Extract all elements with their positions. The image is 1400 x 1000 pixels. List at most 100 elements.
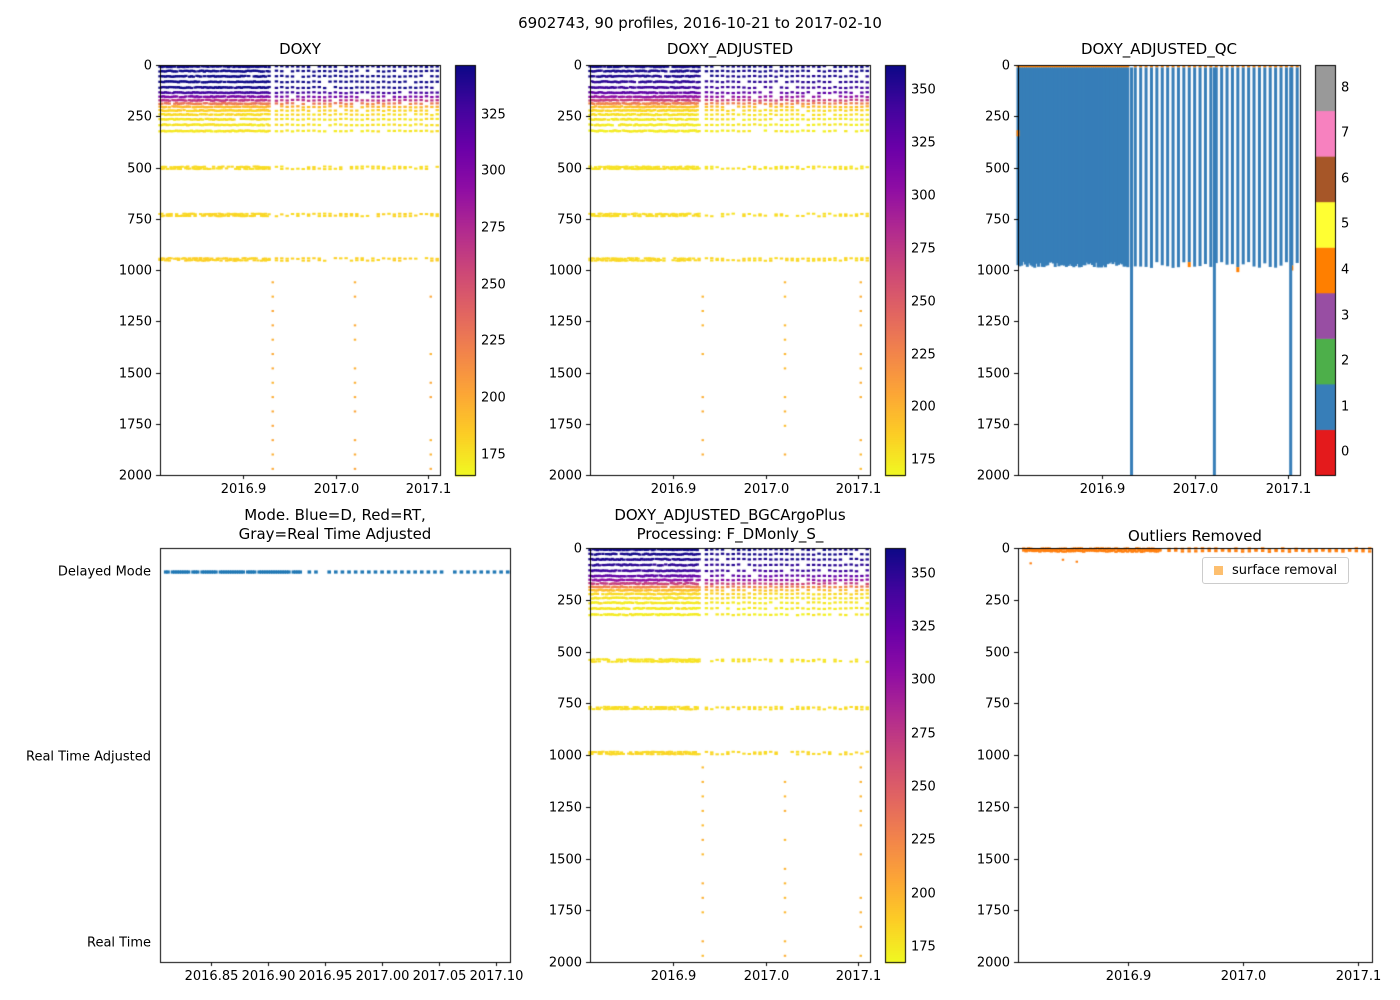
colorbar-tick-label: 7	[1341, 125, 1350, 141]
colorbar-tick-label: 300	[481, 163, 506, 179]
y-tick-label: 1750	[548, 903, 582, 918]
x-tick-label: 2017.00	[355, 969, 410, 984]
bgc-title: DOXY_ADJUSTED_BGCArgoPlus Processing: F_…	[590, 506, 870, 544]
x-tick-label: 2016.90	[241, 969, 296, 984]
y-tick-label: 0	[573, 58, 582, 73]
y-tick-label: 1750	[976, 903, 1010, 918]
colorbar-tick-label: 300	[911, 672, 936, 688]
y-tick-label: 1500	[976, 852, 1010, 867]
surface-removal-marker-icon	[1214, 566, 1223, 575]
figure-title: 6902743, 90 profiles, 2016-10-21 to 2017…	[518, 14, 882, 32]
bgc-title-line1: DOXY_ADJUSTED_BGCArgoPlus	[614, 506, 846, 524]
y-tick-label: 1750	[548, 417, 582, 432]
y-tick-label: 2000	[548, 468, 582, 483]
x-tick-label: 2017.1	[835, 969, 882, 984]
y-tick-label: 1500	[548, 852, 582, 867]
colorbar-tick-label: 350	[911, 566, 936, 582]
doxy-title: DOXY	[279, 40, 321, 58]
y-tick-label: 1250	[548, 800, 582, 815]
y-tick-label: 2000	[118, 468, 152, 483]
y-tick-label: 1250	[118, 314, 152, 329]
colorbar-tick-label: 200	[911, 399, 936, 415]
colorbar-tick-label: 275	[911, 241, 936, 257]
x-tick-label: 2017.05	[412, 969, 467, 984]
y-tick-label: 0	[1001, 541, 1010, 556]
mode-title-line2: Gray=Real Time Adjusted	[238, 525, 432, 543]
x-tick-label: 2017.0	[743, 969, 790, 984]
category-label: Real Time Adjusted	[26, 749, 151, 765]
x-tick-label: 2016.9	[1079, 482, 1126, 497]
colorbar-tick-label: 250	[911, 294, 936, 310]
y-tick-label: 750	[557, 212, 582, 227]
colorbar-tick-label: 275	[481, 220, 506, 236]
x-tick-label: 2016.9	[650, 482, 697, 497]
x-tick-label: 2017.0	[1172, 482, 1219, 497]
outliers-title: Outliers Removed	[1128, 527, 1262, 545]
x-tick-label: 2017.1	[405, 482, 452, 497]
colorbar-tick-label: 225	[481, 333, 506, 349]
surface-removal-label: surface removal	[1232, 563, 1338, 578]
y-tick-label: 500	[557, 645, 582, 660]
y-tick-label: 1250	[976, 314, 1010, 329]
x-tick-label: 2016.9	[650, 969, 697, 984]
colorbar-tick-label: 175	[911, 939, 936, 955]
doxy-adjusted-title: DOXY_ADJUSTED	[666, 40, 794, 58]
y-tick-label: 2000	[976, 468, 1010, 483]
y-tick-label: 0	[1001, 58, 1010, 73]
category-label: Delayed Mode	[57, 564, 151, 580]
y-tick-label: 750	[985, 696, 1010, 711]
colorbar-tick-label: 4	[1341, 262, 1350, 278]
bgc-title-line2: Processing: F_DMonly_S_	[636, 525, 824, 543]
colorbar-tick-label: 225	[911, 832, 936, 848]
doxy-adjusted-qc-title: DOXY_ADJUSTED_QC	[1080, 40, 1238, 58]
colorbar-tick-label: 250	[481, 277, 506, 293]
y-tick-label: 1750	[118, 417, 152, 432]
colorbar-tick-label: 2	[1341, 353, 1350, 369]
x-tick-label: 2017.10	[469, 969, 524, 984]
colorbar-tick-label: 325	[481, 107, 506, 123]
x-tick-label: 2017.0	[313, 482, 360, 497]
y-tick-label: 750	[985, 212, 1010, 227]
colorbar-tick-label: 275	[911, 726, 936, 742]
colorbar-tick-label: 8	[1341, 80, 1350, 96]
x-tick-label: 2016.95	[298, 969, 353, 984]
x-tick-label: 2017.1	[1265, 482, 1312, 497]
x-tick-label: 2017.0	[1220, 969, 1267, 984]
colorbar-tick-label: 325	[911, 135, 936, 151]
y-tick-label: 1500	[118, 366, 152, 381]
colorbar-tick-label: 250	[911, 779, 936, 795]
x-tick-label: 2016.9	[1105, 969, 1152, 984]
colorbar-tick-label: 3	[1341, 308, 1350, 324]
y-tick-label: 1000	[976, 263, 1010, 278]
colorbar-tick-label: 6	[1341, 171, 1350, 187]
colorbar-tick-label: 225	[911, 347, 936, 363]
y-tick-label: 250	[985, 593, 1010, 608]
y-tick-label: 1000	[548, 263, 582, 278]
x-tick-label: 2017.1	[1335, 969, 1382, 984]
outliers-legend: surface removal	[1202, 557, 1350, 584]
y-tick-label: 500	[985, 161, 1010, 176]
y-tick-label: 250	[127, 109, 152, 124]
y-tick-label: 0	[573, 541, 582, 556]
y-tick-label: 1500	[976, 366, 1010, 381]
category-label: Real Time	[87, 935, 151, 951]
colorbar-tick-label: 5	[1341, 216, 1350, 232]
y-tick-label: 1750	[976, 417, 1010, 432]
colorbar-tick-label: 200	[481, 390, 506, 406]
y-tick-label: 500	[127, 161, 152, 176]
y-tick-label: 1000	[976, 748, 1010, 763]
y-tick-label: 500	[985, 645, 1010, 660]
x-tick-label: 2017.1	[835, 482, 882, 497]
y-tick-label: 1250	[976, 800, 1010, 815]
colorbar-tick-label: 350	[911, 82, 936, 98]
y-tick-label: 750	[127, 212, 152, 227]
y-tick-label: 1250	[548, 314, 582, 329]
y-tick-label: 250	[985, 109, 1010, 124]
colorbar-tick-label: 0	[1341, 444, 1350, 460]
x-tick-label: 2016.85	[184, 969, 239, 984]
y-tick-label: 250	[557, 593, 582, 608]
colorbar-tick-label: 200	[911, 886, 936, 902]
y-tick-label: 750	[557, 696, 582, 711]
